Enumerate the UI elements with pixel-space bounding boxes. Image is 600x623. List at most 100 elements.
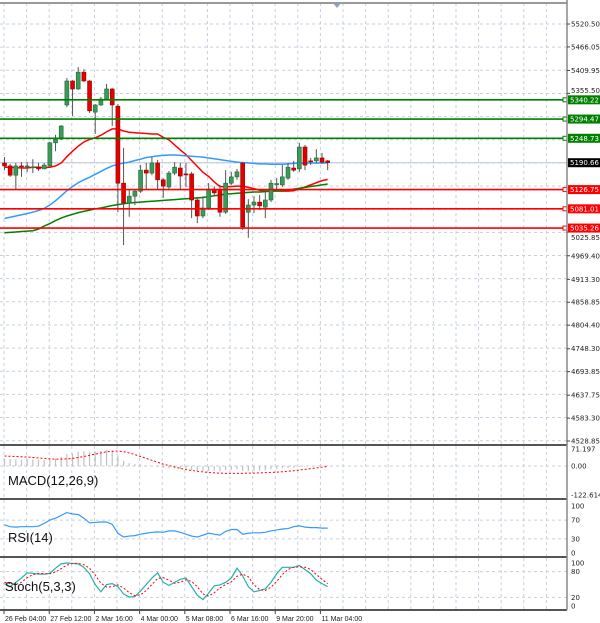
candle <box>291 160 296 172</box>
bearish-candle-body <box>302 146 308 166</box>
candle <box>160 178 166 198</box>
bullish-candle-body <box>41 164 47 170</box>
bullish-candle-body <box>126 195 132 204</box>
candle <box>274 178 279 190</box>
resistance-level-label: 5248.73 <box>570 135 599 143</box>
rsi-tick-label: 0 <box>571 550 575 558</box>
candle <box>149 157 155 176</box>
macd-label: MACD(12,26,9) <box>8 473 98 488</box>
stoch-tick-label: 80 <box>571 568 580 576</box>
macd-panel[interactable] <box>3 449 329 474</box>
candle <box>24 162 30 172</box>
bullish-candle-body <box>172 166 177 174</box>
bearish-candle-body <box>325 160 330 163</box>
candle <box>263 189 268 219</box>
candle <box>285 162 291 180</box>
bullish-candle-body <box>285 166 291 179</box>
current-price-label: 5190.66 <box>570 159 599 167</box>
candle <box>280 165 285 187</box>
bullish-candle-body <box>75 71 81 90</box>
stoch-signal-line <box>4 562 328 597</box>
candle <box>268 179 274 203</box>
candle <box>13 162 19 190</box>
bearish-candle-body <box>7 165 13 176</box>
candle <box>234 168 240 180</box>
stochastic-panel[interactable] <box>4 562 328 601</box>
candle <box>194 197 200 224</box>
resistance-level-badge <box>568 114 600 124</box>
bullish-candle-body <box>274 183 279 185</box>
bearish-candle-body <box>308 160 313 163</box>
candle <box>302 144 308 171</box>
candle <box>211 186 217 197</box>
bullish-candle-body <box>251 201 257 206</box>
bullish-candle-body <box>64 80 70 106</box>
time-tick-label: 9 Mar 20:00 <box>276 616 313 623</box>
bullish-candle-body <box>206 188 211 209</box>
stoch-label: Stoch(5,3,3) <box>5 579 76 594</box>
candle <box>7 163 13 177</box>
bullish-candle-body <box>104 88 109 100</box>
support-level-badge <box>568 204 600 214</box>
price-tick-label: 4583.30 <box>571 415 600 423</box>
bearish-candle-body <box>115 105 121 184</box>
bullish-candle-body <box>138 169 143 192</box>
price-tick-label: 4858.85 <box>571 299 600 307</box>
candle <box>251 196 257 214</box>
current-price-badge <box>568 158 600 168</box>
moving-average-line-2 <box>4 183 328 234</box>
resistance-level-label: 5294.47 <box>570 116 599 124</box>
macd-tick-label: 0.00 <box>571 463 587 471</box>
candle <box>64 78 70 108</box>
bullish-candle-body <box>234 171 240 178</box>
bearish-candle-body <box>81 71 87 82</box>
candle <box>308 157 313 166</box>
bearish-candle-body <box>2 162 7 167</box>
main-price-panel[interactable] <box>0 67 568 245</box>
candle <box>229 171 234 185</box>
bearish-candle-body <box>109 88 115 106</box>
candle <box>177 162 183 190</box>
bullish-candle-body <box>297 146 302 170</box>
candle <box>189 171 194 219</box>
price-tick-label: 4748.30 <box>571 345 600 353</box>
bullish-candle-body <box>314 157 319 162</box>
price-tick-label: 5025.85 <box>571 234 600 242</box>
bullish-candle-body <box>280 176 285 186</box>
bearish-candle-body <box>19 165 24 168</box>
bullish-candle-body <box>268 182 274 201</box>
candle <box>200 196 206 219</box>
support-level-badge <box>568 185 600 195</box>
support-level-badge <box>568 223 600 233</box>
candle <box>47 141 53 168</box>
candle <box>240 162 245 230</box>
bearish-candle-body <box>240 162 245 228</box>
bullish-candle-body <box>200 207 206 217</box>
grid <box>0 3 567 610</box>
bearish-candle-body <box>70 80 75 90</box>
candle <box>19 162 24 177</box>
bearish-candle-body <box>143 169 149 174</box>
bearish-candle-body <box>155 162 160 181</box>
candle <box>319 152 325 164</box>
bearish-candle-body <box>257 201 262 207</box>
price-tick-label: 4804.40 <box>571 322 600 330</box>
stoch-tick-label: 100 <box>571 560 584 568</box>
rsi-label: RSI(14) <box>8 530 53 545</box>
bullish-candle-body <box>58 125 64 140</box>
bullish-candle-body <box>53 138 58 144</box>
bearish-candle-body <box>121 182 126 204</box>
bearish-candle-body <box>194 199 200 217</box>
stoch-main-line <box>4 562 328 601</box>
bearish-candle-body <box>319 157 325 163</box>
time-tick-label: 11 Mar 04:00 <box>321 616 362 623</box>
candle <box>206 183 211 211</box>
bullish-candle-body <box>223 182 228 213</box>
price-tick-label: 4637.75 <box>571 392 600 400</box>
price-tick-label: 4913.30 <box>571 276 600 284</box>
rsi-panel[interactable] <box>4 511 328 538</box>
bullish-candle-body <box>229 176 234 184</box>
candle <box>297 142 302 172</box>
